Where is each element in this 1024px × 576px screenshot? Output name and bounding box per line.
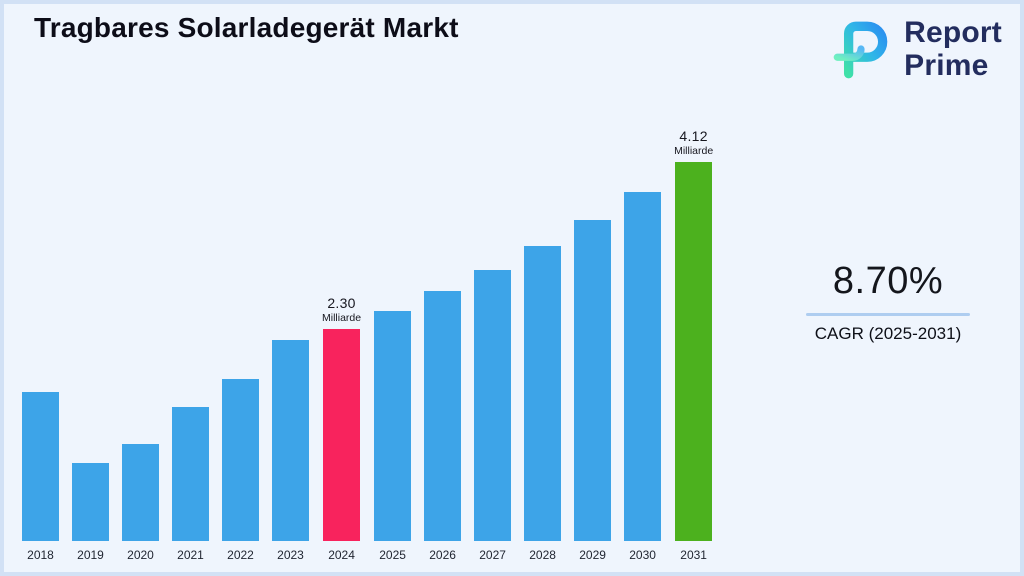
annotation-value-2024: 2.30 [327, 295, 356, 311]
x-axis-label-2028: 2028 [529, 548, 556, 562]
bar-column-2019: 2019 [72, 463, 109, 562]
bar-2024 [323, 329, 361, 541]
bar-column-2026: 2026 [424, 291, 462, 562]
bar-2027 [474, 270, 512, 541]
x-axis-label-2024: 2024 [328, 548, 355, 562]
cagr-label: CAGR (2025-2031) [814, 324, 962, 343]
annotation-unit-2024: Milliarde [322, 312, 362, 324]
x-axis-label-2019: 2019 [77, 548, 104, 562]
bar-annotation-2024: 2.30 Milliarde [322, 295, 361, 324]
bar-column-2021: 2021 [172, 407, 209, 562]
x-axis-label-2027: 2027 [479, 548, 506, 562]
logo-text-report: Report [904, 16, 1002, 49]
x-axis-label-2022: 2022 [227, 548, 254, 562]
bar-2020 [122, 444, 159, 541]
logo-text: Report Prime [904, 16, 1002, 82]
cagr-panel: 8.70% CAGR (2025-2031) [806, 260, 970, 344]
bar-column-2024: 2.30 Milliarde 2024 [322, 295, 361, 562]
x-axis-label-2021: 2021 [177, 548, 204, 562]
page-title: Tragbares Solarladegerät Markt [34, 12, 459, 43]
bar-column-2023: 2023 [272, 340, 309, 562]
bar-2019 [72, 463, 109, 541]
x-axis-label-2029: 2029 [579, 548, 606, 562]
bar-2029 [574, 220, 612, 541]
report-prime-logo-icon [828, 16, 894, 82]
x-axis-label-2030: 2030 [629, 548, 656, 562]
bar-2021 [172, 407, 209, 541]
bar-2028 [524, 246, 562, 541]
bar-column-2018: 2018 [22, 392, 59, 562]
report-prime-logo: Report Prime [828, 16, 1002, 82]
x-axis-label-2031: 2031 [680, 548, 707, 562]
bar-2023 [272, 340, 309, 541]
annotation-unit-2031: Milliarde [674, 145, 714, 157]
bar-column-2028: 2028 [524, 246, 562, 562]
x-axis-label-2026: 2026 [429, 548, 456, 562]
logo-text-prime: Prime [904, 49, 989, 82]
bar-2025 [374, 311, 412, 541]
bar-column-2022: 2022 [222, 379, 259, 562]
x-axis-label-2025: 2025 [379, 548, 406, 562]
bar-2031 [675, 162, 713, 541]
bar-column-2030: 2030 [624, 192, 662, 562]
bar-2026 [424, 291, 462, 541]
x-axis-label-2023: 2023 [277, 548, 304, 562]
bar-2030 [624, 192, 662, 541]
x-axis-label-2018: 2018 [27, 548, 54, 562]
cagr-value: 8.70% [832, 260, 944, 302]
bar-chart: 2018 2019 2020 2021 2022 2023 2.30 Milliarde 202… [22, 128, 713, 562]
bar-column-2029: 2029 [574, 220, 612, 562]
bar-column-2027: 2027 [474, 270, 512, 562]
bar-column-2025: 2025 [374, 311, 412, 562]
bar-column-2031: 4.12 Milliarde 2031 [674, 128, 713, 562]
bar-column-2020: 2020 [122, 444, 159, 562]
x-axis-label-2020: 2020 [127, 548, 154, 562]
bar-2022 [222, 379, 259, 541]
cagr-underline [806, 313, 970, 316]
bar-2018 [22, 392, 59, 541]
bar-annotation-2031: 4.12 Milliarde [674, 128, 713, 157]
annotation-value-2031: 4.12 [679, 128, 708, 144]
